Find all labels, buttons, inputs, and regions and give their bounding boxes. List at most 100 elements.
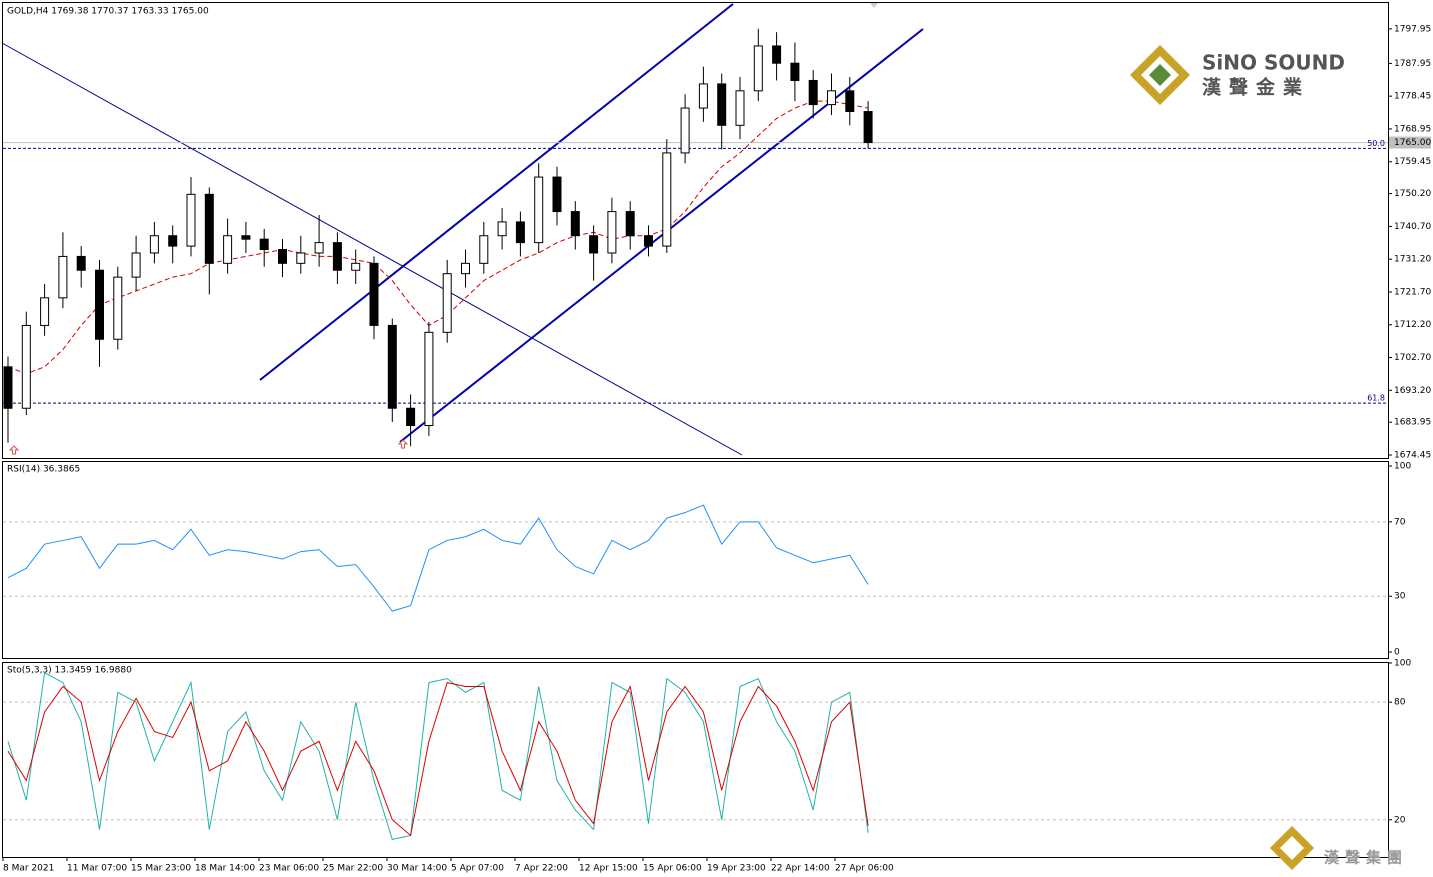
candle-body [680,107,690,154]
y-tick-label: 80 [1394,698,1406,708]
candle-body [662,152,672,247]
sto-title: Sto(5,3,3) 13.3459 16.9880 [7,666,132,676]
candle-body [278,249,287,264]
brand-cn: 漢聲金業 [1202,76,1310,99]
candle-body [168,235,178,247]
y-tick-label: 1787.95 [1394,59,1431,69]
y-tick-label: 100 [1394,658,1411,668]
candle-body [479,235,489,264]
candle-body [790,62,800,81]
trend-line [1,42,743,456]
up-arrow [397,439,409,449]
x-tick-label: 19 Apr 23:00 [707,864,766,874]
indicator-line [7,504,869,612]
candle-body [332,242,342,271]
up-arrow [8,445,20,455]
candle-body [863,111,873,144]
candle-body [717,83,727,126]
brand: SiNO SOUND [1202,51,1345,75]
rsi-title: RSI(14) 36.3865 [7,465,80,475]
candle-body [3,366,13,409]
y-tick-label: 1731.20 [1394,255,1431,265]
candle-body [570,211,580,237]
candle-body [406,407,416,426]
y-tick-label: 20 [1394,815,1406,825]
y-tick-label: 1759.45 [1394,157,1431,167]
x-tick-label: 25 Mar 22:00 [323,864,383,874]
candle-body [95,269,104,340]
x-tick-label: 15 Mar 23:00 [131,864,191,874]
y-tick-label: 100 [1394,462,1411,472]
candle-body [149,235,159,254]
indicator-line [7,672,869,840]
y-tick-label: 1712.20 [1394,320,1431,330]
sto-panel [2,662,1389,858]
y-tick-label: 1693.20 [1394,386,1431,396]
main-title: GOLD,H4 1769.38 1770.37 1763.33 1765.00 [7,7,209,17]
candle-body [424,331,434,426]
y-tick-label: 1721.70 [1394,287,1431,297]
x-tick-label: 7 Apr 22:00 [515,864,568,874]
y-tick-label: 1750.20 [1394,189,1431,199]
channel-upper [259,3,734,381]
x-tick-label: 22 Apr 14:00 [771,864,830,874]
candle-body [753,45,763,92]
candle-body [223,235,233,264]
candle-body [607,211,617,254]
y-tick-label: 1683.95 [1394,418,1431,428]
candle-body [534,176,544,244]
candle-body [827,90,836,106]
moving-average [7,100,869,375]
candle-body [589,235,599,254]
x-tick-label: 12 Apr 15:00 [579,864,638,874]
candle-body [552,176,562,213]
x-tick-label: 27 Apr 06:00 [835,864,894,874]
y-tick-label: 1674.45 [1394,450,1431,460]
candle-body [21,324,31,409]
candle-body [259,238,269,251]
candle-body [644,235,653,247]
candle-body [461,262,470,275]
x-tick-label: 8 Mar 2021 [3,864,54,874]
y-tick-label: 0 [1394,648,1400,658]
x-tick-label: 18 Mar 14:00 [195,864,255,874]
logo: SiNO SOUND 漢聲金業 漢聲集團 [1130,45,1408,870]
fib-label: 50.0 [1367,139,1385,148]
current-price-label: 1765.00 [1394,138,1431,148]
candle-body [515,221,525,244]
x-tick-label: 5 Apr 07:00 [451,864,504,874]
candle-body [314,242,324,254]
x-tick-label: 15 Apr 06:00 [643,864,702,874]
y-tick-label: 30 [1394,592,1406,602]
group-cn: 漢聲集團 [1324,849,1408,867]
candle-body [808,79,818,106]
x-tick-label: 11 Mar 07:00 [67,864,127,874]
y-tick-label: 1740.70 [1394,222,1431,232]
main-panel [2,2,1389,459]
candle-body [113,276,123,340]
x-tick-label: 30 Mar 14:00 [387,864,447,874]
indicator-line [7,681,869,837]
y-tick-label: 70 [1394,517,1406,527]
fib-label: 61.8 [1367,394,1385,403]
candle-body [296,252,306,264]
y-tick-label: 1702.70 [1394,353,1431,363]
candle-body [625,211,635,237]
x-tick-label: 23 Mar 06:00 [259,864,319,874]
candle-body [40,297,50,326]
candle-body [204,193,214,264]
shift-marker [870,3,878,8]
candle-body [131,252,141,278]
y-tick-label: 1778.45 [1394,92,1431,102]
candle-body [186,193,196,247]
rsi-panel [2,461,1389,659]
candle-body [442,273,452,333]
candle-body [845,90,855,113]
candle-body [58,255,68,299]
y-tick-label: 1768.95 [1394,124,1431,134]
candle-body [369,262,379,326]
candle-body [387,324,397,409]
logo-mark [1280,836,1304,860]
candle-body [351,262,361,271]
